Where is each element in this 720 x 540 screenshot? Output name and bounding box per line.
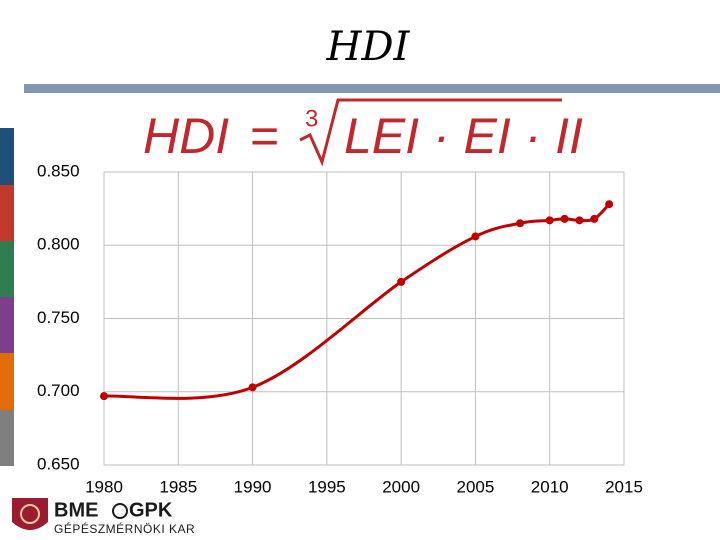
x-tick-label: 1985 [159, 477, 197, 496]
plot-frame [103, 171, 625, 466]
strip-orange [0, 353, 14, 410]
side-strip [0, 128, 14, 466]
strip-red [0, 185, 14, 241]
logo-name-left: BME [54, 499, 98, 521]
radical-sign [299, 98, 562, 167]
formula-lhs: HDI [143, 108, 229, 164]
formula: HDI = 3 LEI · EI · II [143, 98, 583, 167]
logo-subtitle: GÉPÉSZMÉRNÖKI KAR [54, 521, 195, 536]
logo: BME GPK GÉPÉSZMÉRNÖKI KAR [12, 498, 195, 536]
data-point [590, 214, 599, 223]
logo-name-right: GPK [129, 499, 173, 521]
strip-green [0, 241, 14, 297]
x-tick-label: 1995 [308, 477, 346, 496]
data-point [471, 232, 480, 241]
data-point [248, 383, 257, 392]
x-tick-label: 1980 [85, 477, 123, 496]
strip-blue [0, 128, 14, 185]
y-tick-label: 0.750 [37, 308, 80, 327]
data-point [397, 277, 406, 286]
data-point [560, 214, 569, 223]
strip-gray [0, 410, 14, 466]
y-tick-label: 0.800 [37, 235, 80, 254]
chart: 0.650 0.700 0.750 0.800 0.850 1980 1985 1990 199… [37, 161, 643, 496]
data-point [100, 392, 108, 401]
x-tick-label: 2015 [605, 477, 643, 496]
y-tick-label: 0.700 [37, 381, 80, 400]
x-tick-label: 1990 [234, 477, 272, 496]
logo-gear [112, 503, 128, 519]
logo-emblem [20, 504, 40, 524]
logo-shield [12, 498, 48, 530]
x-tick-label: 2010 [531, 477, 569, 496]
formula-equals: = [250, 108, 279, 164]
strip-purple [0, 297, 14, 353]
data-point [575, 216, 584, 225]
data-point [605, 200, 614, 209]
data-point [516, 219, 524, 228]
y-tick-label: 0.650 [37, 454, 80, 473]
data-point [545, 216, 554, 225]
x-tick-label: 2005 [457, 477, 495, 496]
slide-title: HDI [326, 24, 411, 70]
x-tick-label: 2000 [382, 477, 420, 496]
y-tick-label: 0.850 [37, 161, 80, 180]
title-rule [24, 84, 720, 93]
formula-radicand: LEI · EI · II [344, 108, 583, 164]
formula-index: 3 [305, 105, 318, 132]
